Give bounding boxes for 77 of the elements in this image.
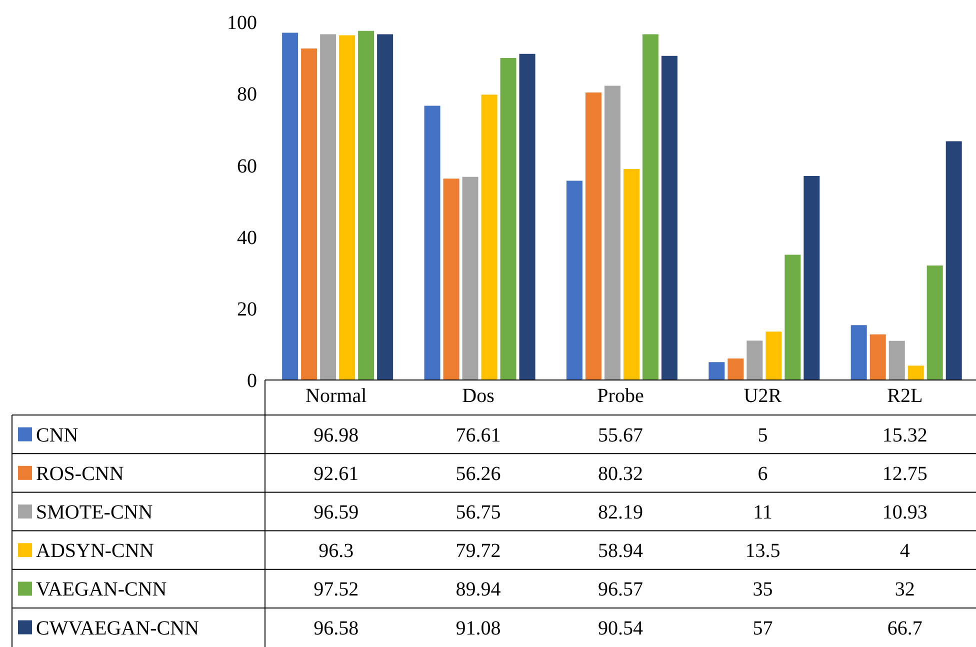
data-label: 12.75 bbox=[882, 462, 928, 485]
data-label: 96.3 bbox=[318, 540, 354, 562]
data-label: 76.61 bbox=[456, 424, 501, 446]
bar bbox=[301, 48, 318, 380]
bar bbox=[623, 168, 640, 380]
x-tick-label: Normal bbox=[306, 385, 368, 408]
data-label: 90.54 bbox=[598, 617, 643, 640]
data-label: 96.57 bbox=[598, 578, 643, 601]
legend-label: SMOTE-CNN bbox=[36, 502, 153, 524]
bar bbox=[642, 34, 658, 380]
data-label: 11 bbox=[753, 502, 772, 524]
data-label: 58.94 bbox=[598, 540, 643, 562]
y-tick-label: 40 bbox=[237, 226, 257, 249]
bar bbox=[500, 58, 516, 380]
data-label: 96.58 bbox=[314, 617, 359, 640]
legend-label: ADSYN-CNN bbox=[36, 540, 154, 562]
bar bbox=[320, 34, 336, 380]
bar bbox=[926, 265, 943, 380]
bar bbox=[850, 325, 867, 380]
bar bbox=[481, 94, 498, 380]
bar bbox=[585, 92, 602, 380]
x-tick-label: Probe bbox=[597, 385, 644, 408]
data-label: 56.75 bbox=[456, 502, 501, 524]
y-tick-label: 80 bbox=[237, 84, 257, 106]
bar bbox=[708, 362, 725, 380]
bar bbox=[661, 56, 678, 380]
data-label: 6 bbox=[758, 462, 768, 485]
data-label: 92.61 bbox=[314, 462, 359, 485]
bar bbox=[746, 340, 763, 380]
data-label: 79.72 bbox=[456, 540, 501, 562]
data-label: 82.19 bbox=[598, 502, 643, 524]
y-tick-label: 0 bbox=[247, 370, 257, 392]
data-label: 91.08 bbox=[456, 617, 501, 640]
bar bbox=[804, 176, 820, 380]
y-tick-label: 60 bbox=[237, 155, 257, 178]
bar bbox=[946, 141, 962, 380]
bar bbox=[908, 366, 924, 380]
data-label: 80.32 bbox=[598, 462, 643, 485]
legend-label: CWVAEGAN-CNN bbox=[36, 617, 199, 640]
data-label: 96.98 bbox=[314, 424, 359, 446]
bar bbox=[784, 254, 801, 380]
bar bbox=[604, 86, 620, 380]
data-label: 4 bbox=[900, 540, 910, 562]
data-label: 66.7 bbox=[887, 617, 922, 640]
bar bbox=[282, 32, 298, 380]
bar bbox=[870, 334, 886, 380]
data-label: 32 bbox=[894, 578, 915, 601]
legend-label: CNN bbox=[36, 424, 78, 446]
bar bbox=[443, 178, 460, 380]
x-tick-label: R2L bbox=[887, 385, 923, 408]
x-tick-label: U2R bbox=[744, 385, 782, 408]
data-label: 56.26 bbox=[456, 462, 501, 485]
data-label: 89.94 bbox=[456, 578, 501, 601]
bar bbox=[766, 332, 782, 380]
bar bbox=[519, 54, 536, 380]
data-label: 15.32 bbox=[882, 424, 928, 446]
data-label: 57 bbox=[752, 617, 773, 640]
data-label: 10.93 bbox=[882, 502, 928, 524]
bar bbox=[377, 34, 394, 380]
bar bbox=[888, 340, 905, 380]
data-label: 55.67 bbox=[598, 424, 643, 446]
y-tick-label: 100 bbox=[227, 12, 257, 34]
data-label: 97.52 bbox=[314, 578, 359, 601]
data-label: 13.5 bbox=[745, 540, 780, 562]
data-label: 96.59 bbox=[314, 502, 359, 524]
bar bbox=[339, 35, 356, 380]
bar bbox=[358, 30, 374, 380]
y-tick-label: 20 bbox=[237, 298, 257, 320]
legend-label: ROS-CNN bbox=[36, 462, 124, 485]
bar bbox=[566, 180, 582, 380]
bar bbox=[462, 176, 478, 380]
legend-label: VAEGAN-CNN bbox=[36, 578, 167, 601]
data-label: 35 bbox=[752, 578, 773, 601]
data-label: 5 bbox=[758, 424, 768, 446]
bar bbox=[728, 358, 744, 380]
x-tick-label: Dos bbox=[462, 385, 495, 408]
bar bbox=[424, 106, 440, 380]
